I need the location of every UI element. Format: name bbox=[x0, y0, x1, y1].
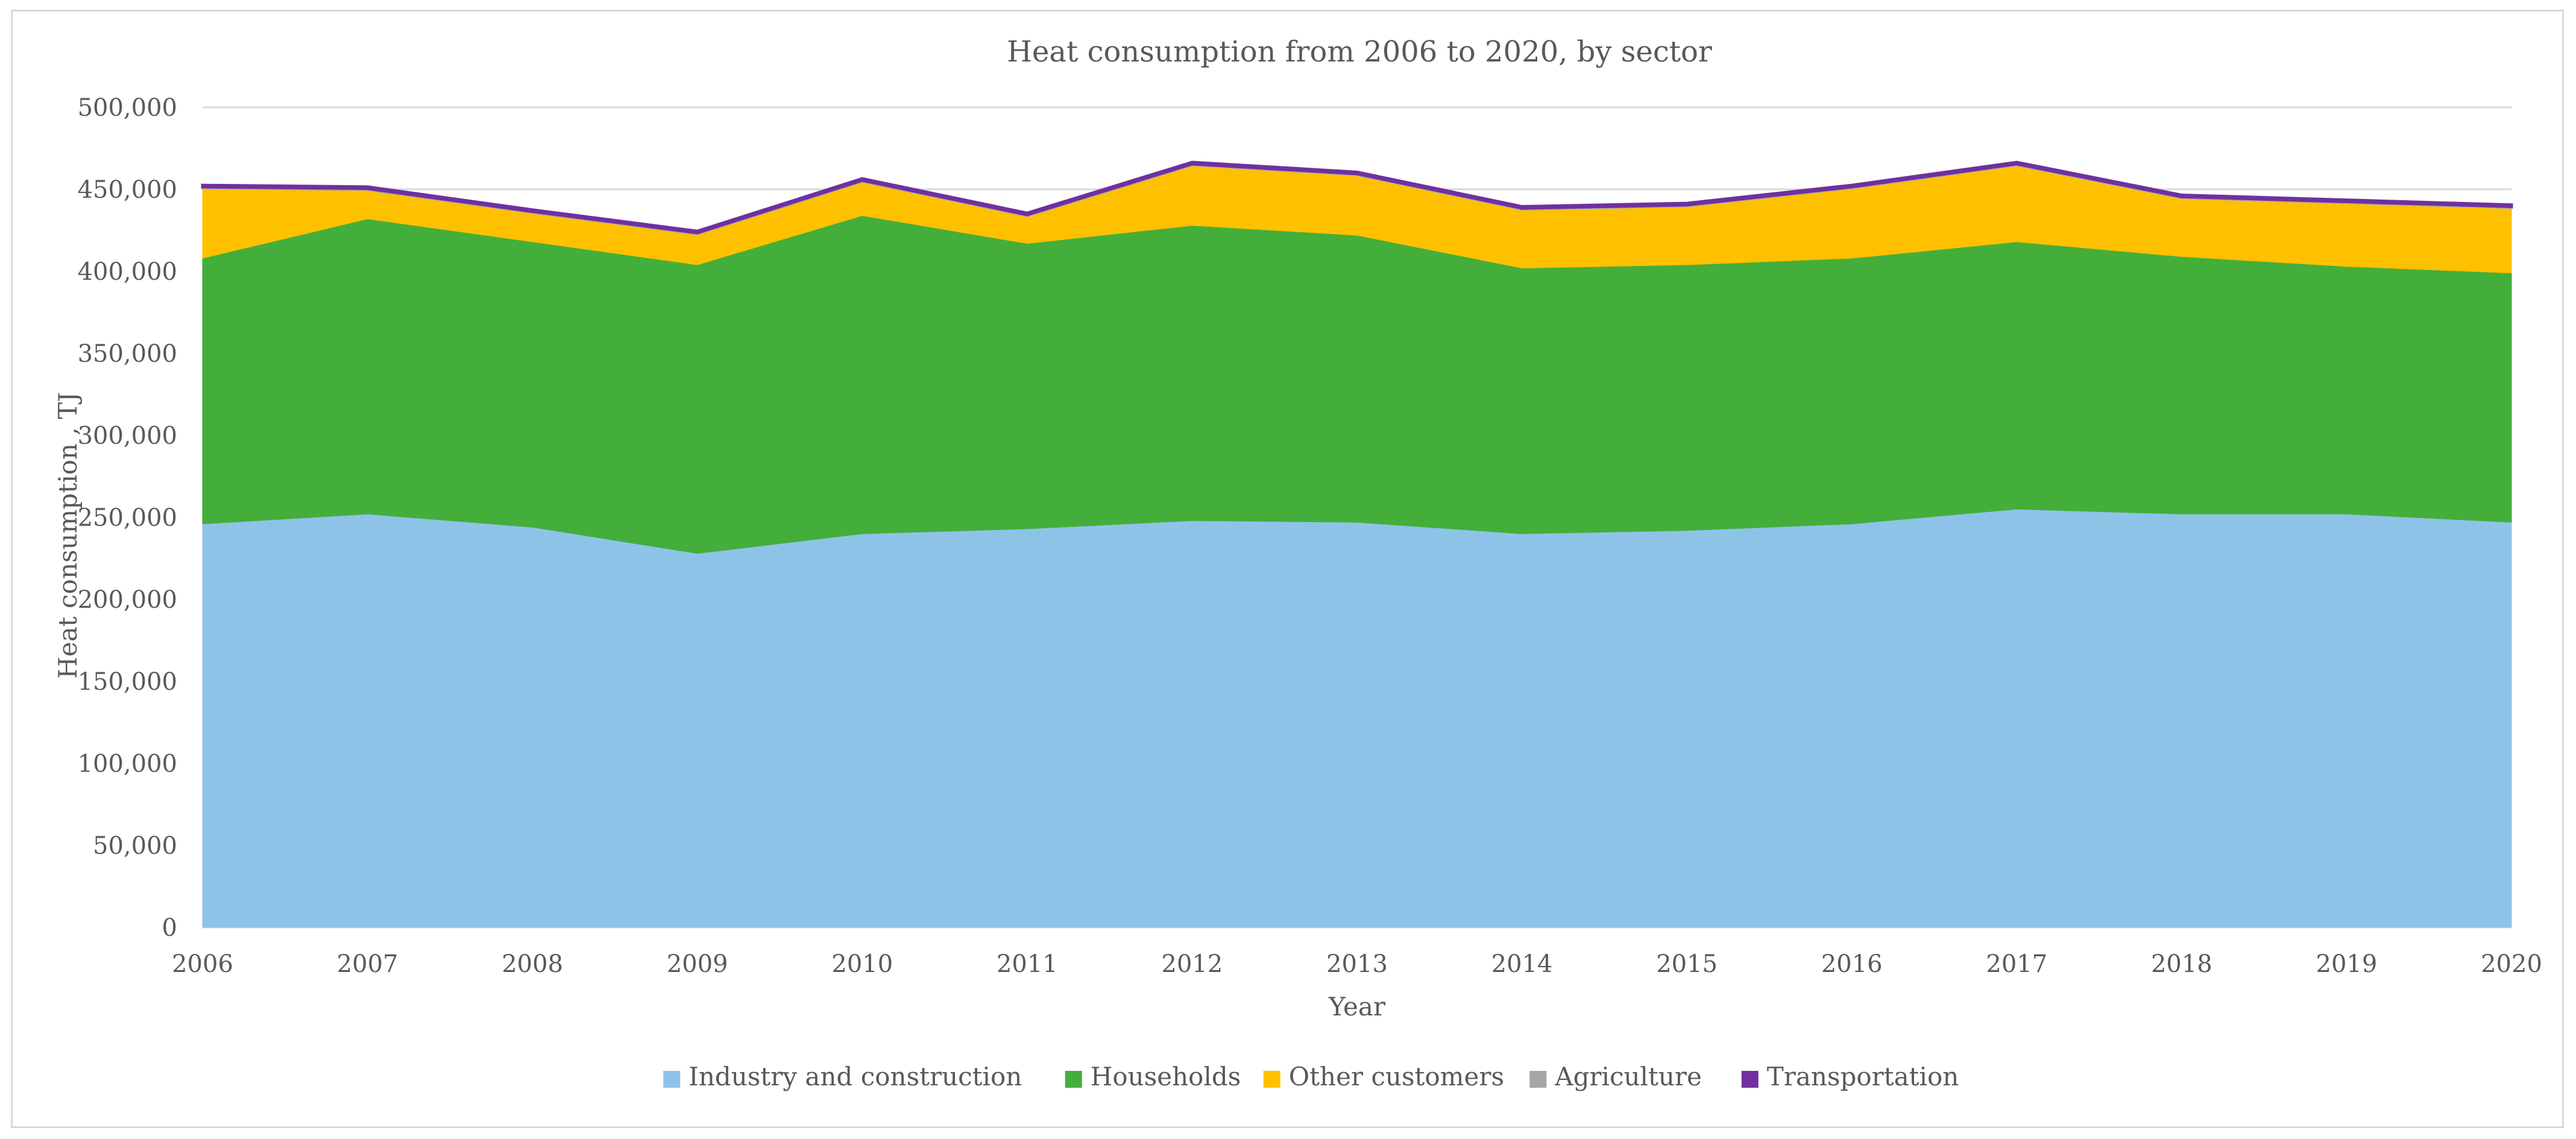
legend-label: Households bbox=[1091, 1062, 1241, 1091]
legend-swatch bbox=[663, 1071, 681, 1088]
chart-title: Heat consumption from 2006 to 2020, by s… bbox=[1007, 35, 1712, 69]
y-tick-label: 450,000 bbox=[78, 176, 177, 204]
legend-label: Transportation bbox=[1767, 1062, 1959, 1091]
stacked-areas bbox=[201, 160, 2513, 928]
y-axis-label: Heat consumption , TJ bbox=[53, 392, 83, 678]
y-tick-label: 400,000 bbox=[78, 258, 177, 286]
y-tick-label: 150,000 bbox=[78, 668, 177, 696]
x-tick-label: 2016 bbox=[1821, 950, 1883, 978]
legend-swatch bbox=[1741, 1071, 1759, 1088]
y-tick-label: 0 bbox=[162, 914, 177, 942]
y-tick-label: 250,000 bbox=[78, 504, 177, 532]
y-tick-label: 500,000 bbox=[78, 94, 177, 122]
x-tick-label: 2008 bbox=[502, 950, 563, 978]
area-transportation bbox=[201, 160, 2513, 235]
x-tick-label: 2012 bbox=[1162, 950, 1223, 978]
x-tick-label: 2009 bbox=[667, 950, 728, 978]
area-industry-and-construction bbox=[202, 508, 2512, 928]
y-tick-label: 300,000 bbox=[78, 422, 177, 450]
x-tick-label: 2015 bbox=[1656, 950, 1718, 978]
x-tick-label: 2020 bbox=[2481, 950, 2542, 978]
legend-swatch bbox=[1529, 1071, 1547, 1088]
legend-label: Agriculture bbox=[1554, 1062, 1702, 1091]
area-households bbox=[202, 215, 2512, 554]
legend: Industry and construction Households Other… bbox=[663, 1062, 1959, 1091]
y-tick-label: 350,000 bbox=[78, 340, 177, 368]
y-tick-label: 200,000 bbox=[78, 586, 177, 614]
x-tick-label: 2011 bbox=[997, 950, 1058, 978]
x-tick-label: 2017 bbox=[1986, 950, 2047, 978]
x-axis-ticks: 2006 2007 2008 2009 2010 2011 2012 2013 2014 2015… bbox=[172, 950, 2542, 978]
y-axis-ticks: 0 50,000 100,000 150,000 200,000 250,000 300,0… bbox=[78, 94, 177, 942]
legend-swatch bbox=[1065, 1071, 1082, 1088]
x-tick-label: 2007 bbox=[337, 950, 398, 978]
y-tick-label: 100,000 bbox=[78, 750, 177, 778]
x-tick-label: 2019 bbox=[2316, 950, 2378, 978]
x-tick-label: 2010 bbox=[831, 950, 893, 978]
x-axis-label: Year bbox=[1328, 992, 1386, 1021]
legend-label: Industry and construction bbox=[688, 1062, 1022, 1091]
x-tick-label: 2014 bbox=[1491, 950, 1553, 978]
x-tick-label: 2018 bbox=[2151, 950, 2212, 978]
x-tick-label: 2006 bbox=[172, 950, 233, 978]
legend-label: Other customers bbox=[1289, 1062, 1504, 1091]
x-tick-label: 2013 bbox=[1326, 950, 1388, 978]
y-tick-label: 50,000 bbox=[93, 832, 177, 860]
legend-swatch bbox=[1263, 1071, 1280, 1088]
